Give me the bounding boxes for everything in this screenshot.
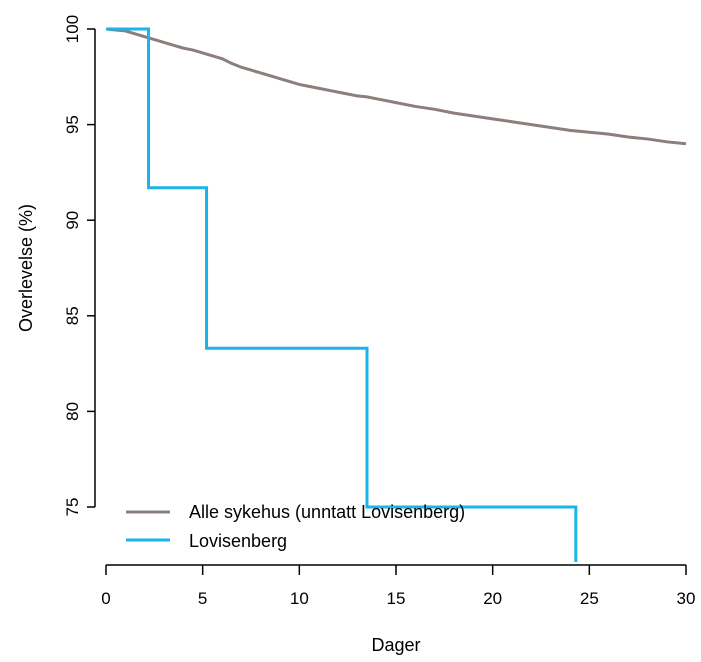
series-line-all-hospitals [105, 27, 687, 146]
series-layer [105, 27, 687, 562]
x-tick-label: 0 [101, 589, 110, 608]
y-axis: 75 80 85 90 95 100 [63, 15, 96, 517]
x-axis-title: Dager [371, 635, 420, 655]
x-tick-label: 25 [580, 589, 599, 608]
legend-label-all-hospitals: Alle sykehus (unntatt Lovisenberg) [189, 502, 465, 522]
x-tick-label: 10 [290, 589, 309, 608]
legend: Alle sykehus (unntatt Lovisenberg) Lovis… [126, 502, 465, 551]
y-axis-title: Overlevelse (%) [16, 204, 36, 332]
x-tick-label: 15 [387, 589, 406, 608]
y-tick-label: 80 [63, 402, 82, 421]
y-tick-label: 100 [63, 15, 82, 43]
x-tick-label: 20 [483, 589, 502, 608]
y-tick-label: 75 [63, 498, 82, 517]
x-axis: 0 5 10 15 20 25 30 [101, 564, 695, 608]
x-tick-label: 30 [677, 589, 696, 608]
x-ticks: 0 5 10 15 20 25 30 [101, 565, 695, 608]
y-tick-label: 85 [63, 306, 82, 325]
y-ticks: 75 80 85 90 95 100 [63, 15, 95, 517]
y-tick-label: 90 [63, 211, 82, 230]
x-tick-label: 5 [198, 589, 207, 608]
legend-label-lovisenberg: Lovisenberg [189, 531, 287, 551]
series-line-lovisenberg [106, 27, 578, 562]
y-tick-label: 95 [63, 115, 82, 134]
